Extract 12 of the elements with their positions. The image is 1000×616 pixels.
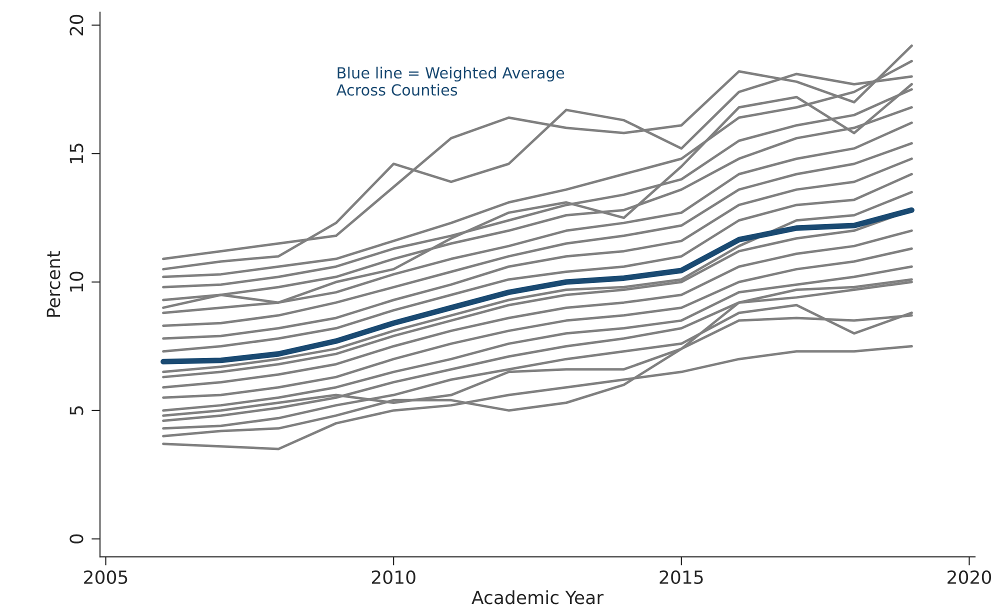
annotation: Blue line = Weighted Average Across Counties (336, 66, 564, 96)
x-tick-label: 2020 (948, 570, 992, 584)
x-tick-label: 2015 (660, 570, 703, 584)
x-axis-title: Academic Year (472, 590, 604, 604)
y-tick-label: 0 (70, 534, 84, 544)
y-axis-title: Percent (46, 251, 60, 317)
x-tick-label: 2005 (84, 570, 128, 584)
y-tick-label: 5 (70, 406, 84, 415)
y-tick-label: 15 (70, 144, 84, 164)
y-tick-label: 20 (70, 14, 84, 36)
y-tick-label: 10 (70, 272, 84, 292)
x-tick-label: 2010 (372, 570, 416, 584)
